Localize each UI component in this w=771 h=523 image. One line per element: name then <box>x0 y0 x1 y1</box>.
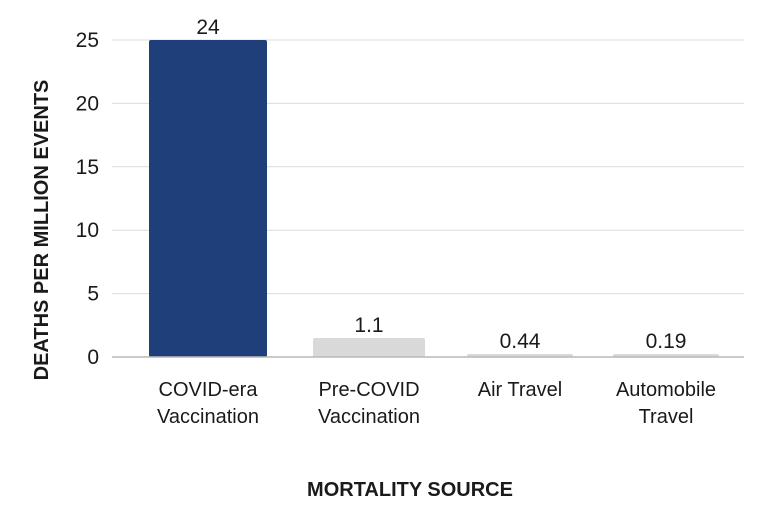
bar-0 <box>149 40 267 357</box>
x-tick-label-1-1: Vaccination <box>318 406 420 428</box>
bar-1 <box>313 337 425 357</box>
y-axis-title: DEATHS PER MILLION EVENTS <box>31 80 53 381</box>
x-tick-label-3-1: Travel <box>639 406 694 428</box>
y-axis-ticks: 0 5 10 15 20 25 <box>76 29 99 369</box>
data-label-3: 0.19 <box>646 330 687 353</box>
x-axis-title: MORTALITY SOURCE <box>307 479 513 501</box>
bars <box>149 40 719 357</box>
data-label-2: 0.44 <box>500 330 541 353</box>
x-tick-label-3-0: Automobile <box>616 379 716 401</box>
data-label-1: 1.1 <box>354 314 383 337</box>
y-tick-label-25: 25 <box>76 29 99 52</box>
y-tick-label-15: 15 <box>76 156 99 179</box>
data-labels: 24 1.1 0.44 0.19 <box>196 16 686 353</box>
x-tick-label-0-1: Vaccination <box>157 406 259 428</box>
y-tick-label-5: 5 <box>87 283 99 306</box>
data-label-0: 24 <box>196 16 220 39</box>
x-tick-label-0-0: COVID-era <box>159 379 259 401</box>
y-tick-label-10: 10 <box>76 219 99 242</box>
x-tick-label-1-0: Pre-COVID <box>318 379 419 401</box>
y-tick-label-20: 20 <box>76 92 99 115</box>
y-tick-label-0: 0 <box>87 346 99 369</box>
x-tick-label-2-0: Air Travel <box>478 379 562 401</box>
x-axis-categories: COVID-era Vaccination Pre-COVID Vaccination… <box>157 379 716 428</box>
